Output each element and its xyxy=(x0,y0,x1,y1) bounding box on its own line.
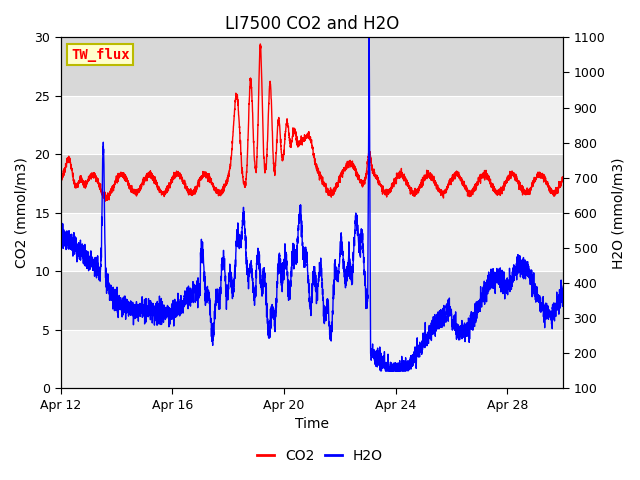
Bar xyxy=(61,37,563,96)
X-axis label: Time: Time xyxy=(295,418,329,432)
Bar xyxy=(61,96,563,155)
Y-axis label: H2O (mmol/m3): H2O (mmol/m3) xyxy=(611,157,625,269)
Bar xyxy=(61,271,563,330)
Y-axis label: CO2 (mmol/m3): CO2 (mmol/m3) xyxy=(15,157,29,268)
Legend: CO2, H2O: CO2, H2O xyxy=(252,443,388,468)
Text: TW_flux: TW_flux xyxy=(71,48,129,62)
Bar xyxy=(61,330,563,388)
Bar xyxy=(61,213,563,271)
Title: LI7500 CO2 and H2O: LI7500 CO2 and H2O xyxy=(225,15,399,33)
Bar xyxy=(61,155,563,213)
